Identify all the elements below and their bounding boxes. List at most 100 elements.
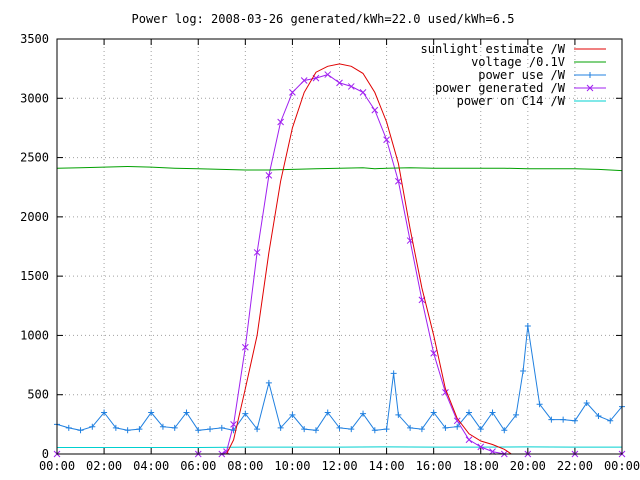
data-point xyxy=(77,427,84,434)
y-tick-label: 3000 xyxy=(20,91,49,105)
data-point xyxy=(371,106,379,114)
data-point xyxy=(477,426,484,433)
data-point xyxy=(148,409,155,416)
x-tick-label: 16:00 xyxy=(416,459,452,473)
x-tick-label: 00:00 xyxy=(604,459,640,473)
data-point xyxy=(418,426,425,433)
data-point xyxy=(348,426,355,433)
data-point xyxy=(560,416,567,423)
y-tick-label: 2000 xyxy=(20,210,49,224)
data-point xyxy=(501,427,508,434)
data-point xyxy=(595,413,602,420)
data-point xyxy=(513,411,520,418)
data-point xyxy=(430,409,437,416)
data-point xyxy=(489,409,496,416)
y-tick-label: 3500 xyxy=(20,32,49,46)
y-axis-ticks: 0 500 1000 1500 2000 2500 3000 3500 xyxy=(20,32,622,461)
legend-label: sunlight estimate /W xyxy=(421,42,566,56)
data-point xyxy=(124,427,131,434)
x-tick-label: 12:00 xyxy=(321,459,357,473)
x-tick-label: 04:00 xyxy=(133,459,169,473)
data-point xyxy=(265,172,273,179)
series-4 xyxy=(57,446,622,448)
data-point xyxy=(395,177,402,185)
legend-label: power on C14 /W xyxy=(457,94,566,108)
x-tick-label: 18:00 xyxy=(463,459,499,473)
data-point xyxy=(242,410,249,417)
series-0 xyxy=(226,63,512,455)
x-tick-label: 00:00 xyxy=(39,459,75,473)
series-group xyxy=(53,63,626,458)
series-line xyxy=(56,325,623,432)
data-point xyxy=(360,410,367,417)
data-point xyxy=(171,424,178,431)
data-point xyxy=(312,427,319,434)
series-line xyxy=(56,165,623,172)
series-line xyxy=(57,446,622,448)
legend-label: power use /W xyxy=(478,68,565,82)
data-point xyxy=(289,411,296,418)
data-point xyxy=(465,436,473,444)
data-point xyxy=(289,89,296,96)
data-point xyxy=(218,424,225,431)
data-point xyxy=(277,118,284,126)
data-point xyxy=(136,426,143,433)
data-point xyxy=(112,424,119,431)
data-point xyxy=(230,421,237,428)
plot-frame xyxy=(56,38,623,455)
data-point xyxy=(442,424,449,431)
y-tick-label: 2500 xyxy=(20,151,49,165)
data-point xyxy=(324,71,332,78)
data-point xyxy=(383,426,390,433)
data-point xyxy=(607,417,614,424)
x-tick-label: 06:00 xyxy=(180,459,216,473)
x-tick-label: 10:00 xyxy=(274,459,310,473)
data-point xyxy=(159,423,166,430)
data-point xyxy=(407,424,414,431)
data-point xyxy=(65,424,72,431)
data-point xyxy=(195,427,202,434)
chart-title: Power log: 2008-03-26 generated/kWh=22.0… xyxy=(132,12,515,26)
data-point xyxy=(390,370,397,377)
data-point xyxy=(454,423,461,430)
data-point xyxy=(301,426,308,433)
data-point xyxy=(277,424,284,431)
data-point xyxy=(453,417,461,425)
x-axis-ticks: 00:00 02:00 04:00 06:00 08:00 10:00 12:00 14:00… xyxy=(39,39,640,473)
y-tick-label: 1000 xyxy=(20,328,49,342)
legend-label: voltage /0.1V xyxy=(471,55,565,69)
data-point xyxy=(395,411,402,418)
legend-label: power generated /W xyxy=(435,81,566,95)
x-tick-label: 08:00 xyxy=(227,459,263,473)
data-point xyxy=(324,409,331,416)
data-point xyxy=(89,423,96,430)
data-point xyxy=(571,417,578,424)
data-point xyxy=(524,322,531,329)
data-point xyxy=(371,427,378,434)
data-point xyxy=(583,400,590,407)
y-tick-label: 1500 xyxy=(20,269,49,283)
data-point xyxy=(430,349,438,357)
x-tick-label: 20:00 xyxy=(510,459,546,473)
y-tick-label: 0 xyxy=(42,447,49,461)
data-point xyxy=(253,249,261,256)
data-point xyxy=(241,343,249,351)
data-point xyxy=(347,83,355,90)
legend-marker xyxy=(586,84,594,92)
y-tick-label: 500 xyxy=(27,388,49,402)
data-point xyxy=(336,79,343,87)
data-point xyxy=(265,379,272,386)
series-1 xyxy=(56,165,623,172)
data-point xyxy=(520,368,527,374)
data-point xyxy=(465,409,472,416)
data-point xyxy=(336,424,343,431)
data-point xyxy=(207,426,214,433)
data-point xyxy=(254,426,261,433)
data-point xyxy=(548,416,555,423)
data-point xyxy=(359,89,367,96)
x-tick-label: 22:00 xyxy=(557,459,593,473)
series-line xyxy=(226,63,512,455)
data-point xyxy=(383,136,390,144)
